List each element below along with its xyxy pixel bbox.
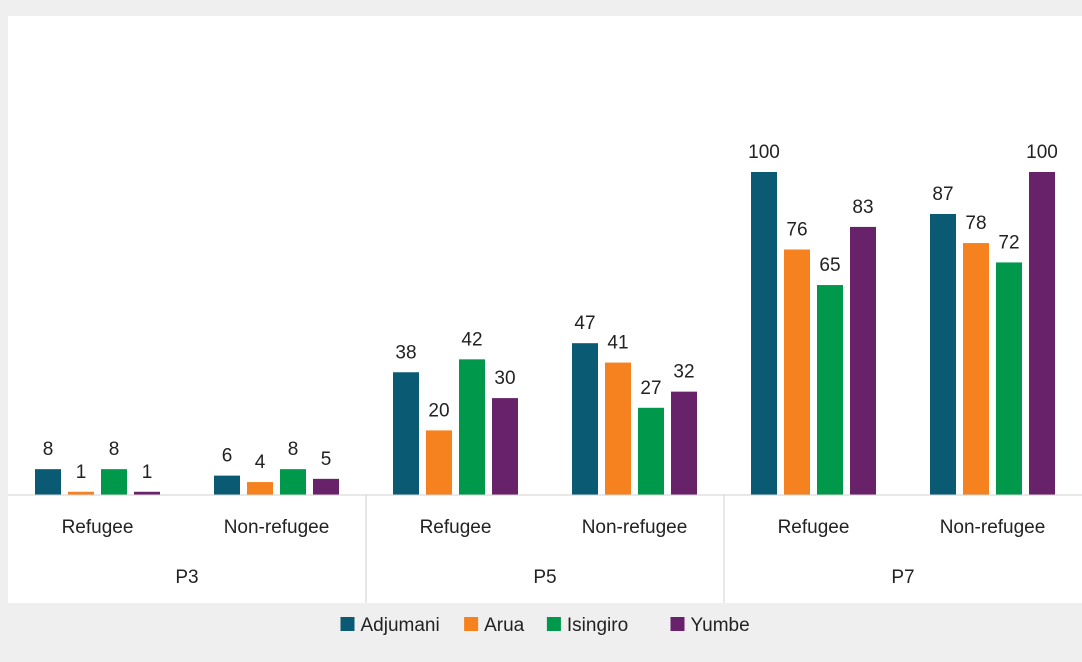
value-label-adjumani-p7-non-refugee: 87 (932, 184, 953, 205)
bar-yumbe-p3-refugee (134, 491, 160, 495)
value-label-adjumani-p3-non-refugee: 6 (222, 446, 233, 467)
bar-isingiro-p3-refugee (101, 469, 127, 495)
value-label-arua-p7-non-refugee: 78 (965, 213, 986, 234)
bar-adjumani-p3-non-refugee (214, 475, 240, 495)
value-label-arua-p5-non-refugee: 41 (607, 333, 628, 354)
bar-isingiro-p3-non-refugee (280, 469, 306, 495)
legend-label-isingiro: Isingiro (567, 615, 628, 636)
legend-swatch-arua (464, 617, 479, 631)
value-label-isingiro-p3-non-refugee: 8 (288, 439, 299, 460)
legend-item-adjumani: Adjumani (340, 615, 440, 636)
group-label-p5: P5 (533, 567, 556, 588)
legend-swatch-yumbe (670, 617, 685, 631)
value-label-adjumani-p3-refugee: 8 (43, 439, 54, 460)
legend-label-yumbe: Yumbe (691, 615, 750, 636)
legend-swatch-isingiro (546, 617, 561, 631)
group-label-p3: P3 (175, 567, 198, 588)
bar-yumbe-p7-non-refugee (1029, 172, 1055, 495)
legend-label-arua: Arua (484, 615, 525, 636)
legend-item-yumbe: Yumbe (670, 615, 750, 636)
bar-adjumani-p7-non-refugee (930, 213, 956, 496)
bar-yumbe-p5-non-refugee (671, 391, 697, 495)
value-label-adjumani-p5-refugee: 38 (395, 342, 416, 363)
value-label-yumbe-p3-refugee: 1 (142, 462, 153, 483)
bar-isingiro-p7-non-refugee (996, 262, 1022, 495)
value-label-adjumani-p7-refugee: 100 (748, 142, 780, 163)
value-label-arua-p7-refugee: 76 (786, 220, 807, 241)
group-label-p7: P7 (891, 567, 914, 588)
legend-item-arua: Arua (464, 615, 525, 636)
value-label-yumbe-p5-non-refugee: 32 (673, 362, 694, 383)
bar-adjumani-p5-refugee (393, 372, 419, 495)
value-label-isingiro-p5-refugee: 42 (461, 329, 482, 350)
category-label-p5-refugee: Refugee (420, 517, 492, 538)
bar-arua-p7-refugee (784, 249, 810, 495)
bar-adjumani-p3-refugee (35, 469, 61, 495)
legend-swatch-adjumani (340, 617, 355, 631)
bar-yumbe-p3-non-refugee (313, 478, 339, 495)
category-axis: P3 Refugee Non-refugee P5 Refugee Non-refugee… (8, 494, 1082, 603)
value-label-isingiro-p7-non-refugee: 72 (998, 232, 1019, 253)
value-label-arua-p3-non-refugee: 4 (255, 452, 266, 473)
category-label-p3-non-refugee: Non-refugee (224, 517, 330, 538)
legend: Adjumani Arua Isingiro Yumbe (340, 615, 750, 636)
plot-area (8, 16, 1082, 603)
bar-yumbe-p7-refugee (850, 226, 876, 495)
bar-arua-p5-non-refugee (605, 362, 631, 495)
bar-yumbe-p5-refugee (492, 398, 518, 495)
bar-isingiro-p7-refugee (817, 285, 843, 495)
value-label-isingiro-p7-refugee: 65 (819, 255, 840, 276)
value-label-yumbe-p3-non-refugee: 5 (321, 449, 332, 470)
category-label-p7-non-refugee: Non-refugee (940, 517, 1046, 538)
legend-item-isingiro: Isingiro (546, 615, 628, 636)
value-label-adjumani-p5-non-refugee: 47 (574, 313, 595, 334)
value-labels-layer: 8 1 8 1 6 4 8 5 38 20 42 30 47 41 27 32 100 76 65 83 87 78 72 1… (43, 142, 1058, 483)
bar-arua-p3-non-refugee (247, 482, 273, 495)
value-label-yumbe-p7-non-refugee: 100 (1026, 142, 1058, 163)
value-label-arua-p5-refugee: 20 (428, 400, 449, 421)
bars-layer (35, 172, 1055, 496)
category-label-p5-non-refugee: Non-refugee (582, 517, 688, 538)
value-label-arua-p3-refugee: 1 (76, 462, 87, 483)
bar-adjumani-p7-refugee (751, 172, 777, 495)
value-label-isingiro-p5-non-refugee: 27 (640, 378, 661, 399)
category-label-p7-refugee: Refugee (778, 517, 850, 538)
bar-arua-p5-refugee (426, 430, 452, 495)
value-label-isingiro-p3-refugee: 8 (109, 439, 120, 460)
bar-arua-p7-non-refugee (963, 243, 989, 495)
bar-arua-p3-refugee (68, 491, 94, 495)
bar-isingiro-p5-non-refugee (638, 407, 664, 495)
category-label-p3-refugee: Refugee (62, 517, 134, 538)
legend-label-adjumani: Adjumani (361, 615, 440, 636)
value-label-yumbe-p5-refugee: 30 (494, 368, 515, 389)
bar-isingiro-p5-refugee (459, 359, 485, 495)
value-label-yumbe-p7-refugee: 83 (852, 197, 873, 218)
bar-adjumani-p5-non-refugee (572, 343, 598, 495)
